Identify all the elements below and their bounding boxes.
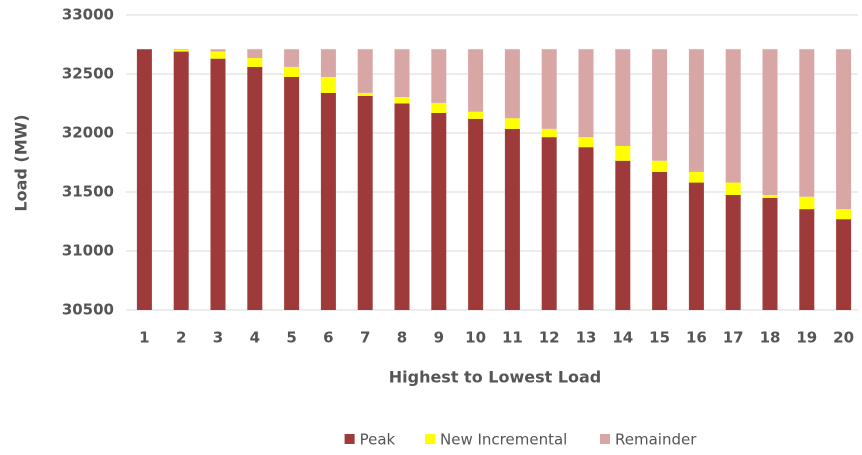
bar-segment	[284, 76, 300, 310]
bar-segment	[431, 49, 447, 103]
bar-segment	[320, 76, 336, 93]
bar-segment	[284, 66, 300, 77]
y-tick-label: 32500	[62, 65, 114, 83]
x-tick-label: 9	[434, 329, 444, 347]
bar-segment	[799, 209, 815, 310]
bar-segment	[652, 171, 668, 310]
x-tick-label: 13	[576, 329, 597, 347]
legend-swatch	[344, 434, 355, 444]
bar-segment	[284, 49, 300, 67]
bar-segment	[541, 137, 557, 310]
bar-segment	[725, 182, 741, 195]
bar-segment	[173, 51, 189, 311]
bar-segment	[394, 97, 410, 104]
legend-swatch	[600, 434, 610, 444]
bar-segment	[836, 219, 852, 310]
x-tick-label: 2	[176, 329, 186, 347]
legend-label: New Incremental	[440, 431, 567, 449]
x-tick-label: 1	[139, 329, 149, 347]
bar-segment	[210, 58, 226, 310]
bar-segment	[836, 49, 852, 210]
bar-segment	[173, 49, 189, 52]
bar-segment	[688, 182, 704, 310]
bar-segment	[578, 147, 594, 310]
bar-segment	[541, 49, 557, 129]
bar-segment	[357, 95, 373, 310]
y-axis-title: Load (MW)	[12, 114, 31, 211]
bar-segment	[468, 111, 484, 119]
y-tick-label: 32000	[62, 124, 114, 142]
bar-segment	[578, 49, 594, 138]
bar-segment	[615, 49, 631, 146]
x-axis-title: Highest to Lowest Load	[389, 368, 602, 387]
bar-segment	[504, 49, 520, 119]
x-tick-label: 17	[723, 329, 744, 347]
y-tick-label: 31000	[62, 242, 114, 260]
x-tick-label: 16	[686, 329, 707, 347]
y-tick-label: 33000	[62, 6, 114, 24]
bar-segment	[357, 49, 373, 93]
legend-label: Peak	[360, 431, 396, 449]
bar-segment	[320, 92, 336, 310]
x-tick-label: 20	[833, 329, 854, 347]
bar-segment	[688, 49, 704, 172]
y-tick-label: 31500	[62, 183, 114, 201]
y-tick-label: 30500	[62, 301, 114, 319]
legend-label: Remainder	[615, 431, 697, 449]
bar-segment	[173, 49, 189, 50]
legend-swatch	[425, 434, 435, 444]
x-tick-label: 5	[286, 329, 296, 347]
bar-segment	[541, 128, 557, 138]
bar-segment	[210, 51, 226, 59]
bar-segment	[652, 160, 668, 172]
x-tick-label: 19	[796, 329, 817, 347]
bar-segment	[504, 128, 520, 310]
bar-segment	[394, 103, 410, 310]
bar-segment	[504, 118, 520, 129]
bar-segment	[210, 49, 226, 52]
bar-segment	[762, 197, 778, 310]
bar-segment	[468, 118, 484, 310]
bar-segment	[725, 194, 741, 310]
x-tick-label: 3	[213, 329, 223, 347]
x-tick-label: 11	[502, 329, 523, 347]
bar-segment	[357, 92, 373, 96]
bar-segment	[431, 102, 447, 113]
x-tick-label: 12	[539, 329, 560, 347]
x-tick-label: 6	[323, 329, 333, 347]
x-tick-label: 15	[649, 329, 670, 347]
bar-segment	[247, 49, 263, 59]
bar-segment	[799, 49, 815, 197]
bar-segment	[688, 171, 704, 183]
x-tick-label: 14	[612, 329, 633, 347]
bar-segment	[136, 49, 152, 310]
bar-segment	[615, 160, 631, 310]
x-tick-label: 10	[465, 329, 486, 347]
bar-segment	[836, 209, 852, 220]
bar-segment	[762, 49, 778, 195]
bar-segment	[431, 112, 447, 310]
bar-segment	[468, 49, 484, 112]
bar-segment	[799, 196, 815, 210]
bar-segment	[394, 49, 410, 98]
bar-segment	[247, 58, 263, 67]
x-tick-label: 4	[250, 329, 260, 347]
bar-segment	[652, 49, 668, 161]
x-tick-label: 7	[360, 329, 370, 347]
x-tick-label: 8	[397, 329, 407, 347]
bar-segment	[320, 49, 336, 77]
x-tick-label: 18	[760, 329, 781, 347]
bar-segment	[578, 137, 594, 148]
bar-segment	[762, 194, 778, 198]
bar-segment	[725, 49, 741, 183]
bar-segment	[247, 66, 263, 310]
bar-segment	[615, 145, 631, 161]
